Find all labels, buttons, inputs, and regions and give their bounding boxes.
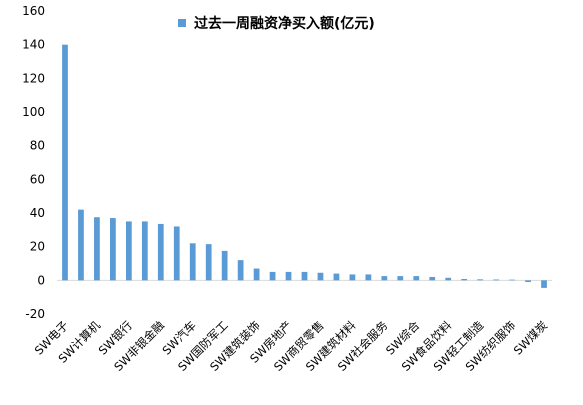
bar [269, 271, 276, 281]
bar [125, 221, 132, 281]
bar [141, 221, 148, 281]
bar [317, 272, 324, 281]
y-tick-label: 40 [30, 206, 45, 220]
legend-label: 过去一周融资净买入额(亿元) [194, 15, 375, 32]
bar [189, 243, 196, 281]
bar [94, 217, 100, 281]
bar [541, 280, 547, 288]
bar [173, 226, 180, 281]
bar [429, 276, 436, 281]
bar [221, 250, 228, 281]
bar [78, 209, 84, 281]
bar [110, 218, 116, 281]
bar [205, 244, 212, 281]
bar [285, 271, 292, 281]
bar [62, 44, 68, 281]
bar [413, 276, 420, 281]
y-tick-label: 160 [22, 4, 45, 18]
bar [477, 279, 484, 281]
bar [301, 271, 308, 281]
y-tick-label: 60 [30, 172, 45, 186]
bar [445, 277, 452, 281]
bar [509, 279, 515, 281]
bar [381, 276, 388, 281]
bar [397, 276, 404, 281]
y-tick-label: 20 [30, 240, 45, 254]
bar [493, 279, 499, 281]
legend-swatch [178, 19, 186, 27]
bar [349, 274, 356, 281]
category-label: SW煤炭 [511, 318, 550, 357]
y-tick-label: 140 [22, 38, 45, 52]
y-tick-label: -20 [25, 307, 45, 321]
bar [253, 268, 260, 281]
bar [157, 223, 164, 281]
bar [365, 274, 372, 281]
bar [525, 280, 531, 283]
y-tick-label: 100 [22, 105, 45, 119]
y-tick-label: 0 [37, 273, 45, 287]
bar [461, 278, 468, 281]
bar [237, 260, 244, 281]
bar [333, 273, 340, 281]
y-tick-label: 80 [30, 139, 45, 153]
y-tick-label: 120 [22, 71, 45, 85]
